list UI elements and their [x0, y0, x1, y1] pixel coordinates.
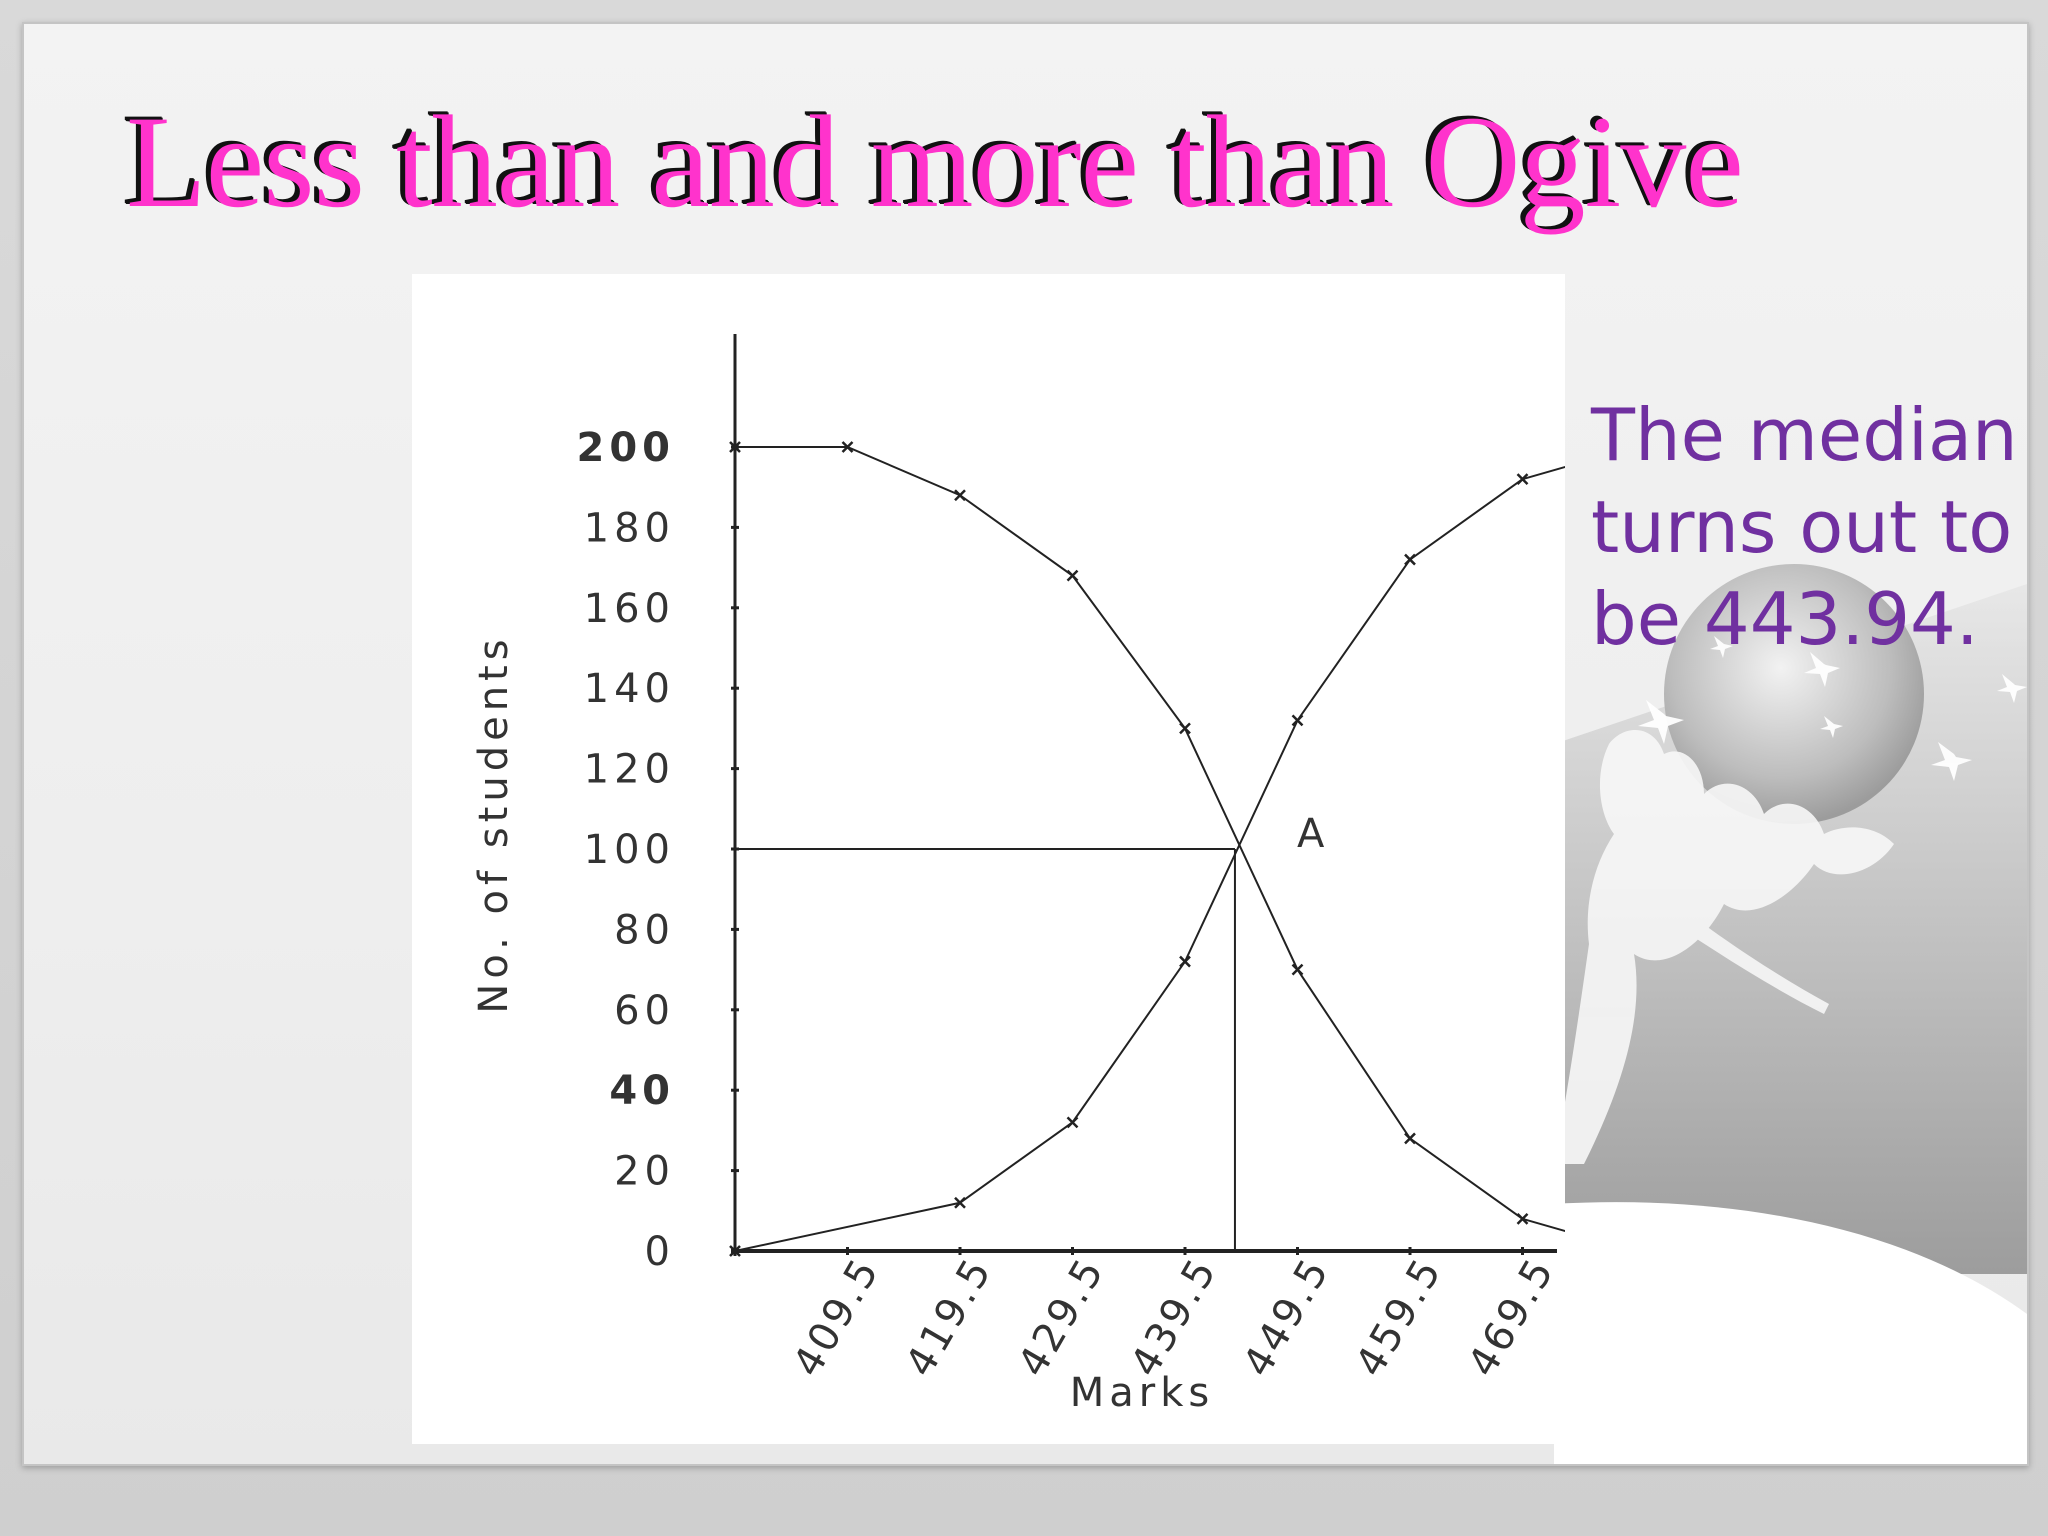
y-tick-label: 40: [609, 1068, 675, 1114]
x-tick-label: 419.5: [897, 1249, 1002, 1384]
y-tick-label: 80: [614, 907, 675, 953]
x-axis-label: Marks: [1070, 1370, 1214, 1416]
y-tick-label: 0: [645, 1229, 675, 1275]
y-tick-label: 120: [584, 747, 675, 793]
x-tick-label: 439.5: [1122, 1249, 1227, 1384]
data-point-marker: [954, 489, 966, 502]
data-point-marker: [1404, 1132, 1416, 1145]
data-point-marker: [1179, 722, 1191, 735]
data-point-marker: [1516, 1212, 1529, 1225]
data-point-marker: [841, 441, 854, 453]
intersection-label: A: [1297, 811, 1329, 857]
slide: Less than and more than Ogive 0 20 40 60 80 1…: [22, 22, 2029, 1466]
moon-shape: [1664, 564, 1924, 824]
slide-title: Less than and more than Ogive: [126, 88, 1744, 235]
y-tick-label: 140: [584, 666, 675, 712]
data-point-marker: [1066, 1116, 1079, 1129]
butterflies: [1638, 636, 2027, 781]
y-tick-label: 160: [584, 586, 675, 632]
y-tick-label: 180: [584, 505, 675, 551]
data-point-marker: [729, 1245, 741, 1257]
data-point-marker: [729, 441, 741, 453]
data-point-marker: [1291, 963, 1304, 976]
data-point-marker: [954, 1196, 966, 1209]
tree-silhouette: [1554, 730, 1894, 1164]
data-point-marker: [1066, 569, 1079, 582]
chart-canvas: 0 20 40 60 80 100 120 140 160 180 200 409.5 419.5 429…: [471, 334, 1565, 1416]
data-point-marker: [1291, 714, 1304, 727]
data-point-marker: [1179, 955, 1191, 968]
y-tick-label: 20: [614, 1149, 675, 1195]
x-tick-label: 409.5: [785, 1249, 890, 1384]
x-tick-label: 469.5: [1460, 1249, 1565, 1384]
ground-hill: [1554, 1202, 2027, 1464]
moon-tree-decoration: [1554, 564, 2027, 1464]
x-tick-label: 449.5: [1235, 1249, 1340, 1384]
data-point-marker: [1404, 553, 1416, 566]
y-tick-label: 200: [577, 425, 676, 471]
y-tick-label: 60: [614, 988, 675, 1034]
median-note: The median turns out to be 443.94.: [1591, 393, 2018, 661]
y-axis-label: No. of students: [471, 634, 517, 1013]
x-tick-label: 459.5: [1347, 1249, 1452, 1384]
ogive-line-2: [734, 465, 1565, 1252]
ogive-chart: 0 20 40 60 80 100 120 140 160 180 200 409.5 419.5 429…: [412, 274, 1565, 1444]
x-tick-label: 429.5: [1010, 1249, 1115, 1384]
data-point-marker: [1516, 473, 1529, 486]
y-tick-label: 100: [584, 827, 675, 873]
